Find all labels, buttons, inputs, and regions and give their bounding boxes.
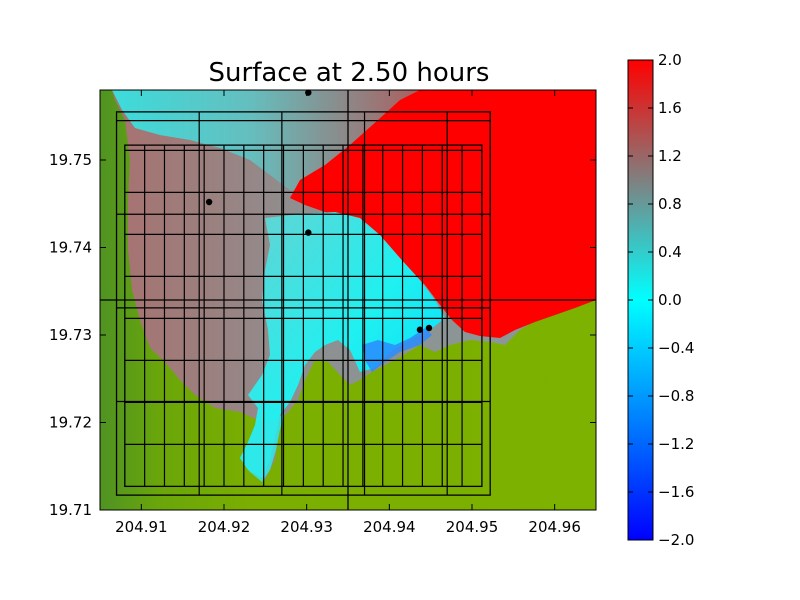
y-tick-label: 19.72: [49, 414, 92, 432]
colorbar-tick-label: 0.0: [658, 291, 682, 309]
gauge-point: [305, 229, 312, 236]
colorbar-tick-label: −0.4: [658, 339, 694, 357]
y-tick-label: 19.73: [49, 326, 92, 344]
y-tick-label: 19.74: [49, 239, 92, 257]
near-shore-region: [240, 212, 445, 478]
low-surface-pocket: [362, 328, 432, 372]
colorbar-ticks: 2.0 1.6 1.2 0.8 0.4 0.0 −0.4 −0.8 −1.2 −1.6 −2.0: [628, 51, 694, 549]
colorbar-tick-label: 2.0: [658, 51, 682, 69]
y-axis-ticks: 19.71 19.72 19.73 19.74 19.75: [49, 151, 596, 519]
gauge-point: [205, 198, 213, 206]
colorbar-tick-label: −1.2: [658, 435, 694, 453]
gauge-point: [416, 326, 424, 333]
colorbar-tick-label: −1.6: [658, 483, 694, 501]
x-tick-label: 204.91: [115, 518, 168, 536]
colorbar-tick-label: 0.8: [658, 195, 682, 213]
grid-patch-border: [115, 111, 491, 496]
colorbar-tick-label: 1.2: [658, 147, 682, 165]
colorbar-tick-label: 1.6: [658, 99, 682, 117]
x-tick-label: 204.92: [198, 518, 251, 536]
x-tick-label: 204.95: [446, 518, 499, 536]
x-tick-label: 204.94: [363, 518, 416, 536]
refinement-grid: [100, 90, 596, 510]
colorbar-tick-label: −0.8: [658, 387, 694, 405]
x-axis-ticks: 204.91 204.92 204.93 204.94 204.95 204.96: [115, 90, 581, 536]
gauge-point: [425, 324, 433, 332]
x-tick-label: 204.93: [280, 518, 333, 536]
x-tick-label: 204.96: [528, 518, 581, 536]
y-tick-label: 19.71: [49, 501, 92, 519]
y-tick-label: 19.75: [49, 151, 92, 169]
axes-frame: [99, 89, 597, 511]
chart-title: Surface at 2.50 hours: [209, 58, 490, 88]
colorbar-tick-label: 0.4: [658, 243, 682, 261]
colorbar-tick-label: −2.0: [658, 531, 694, 549]
colorbar: 2.0 1.6 1.2 0.8 0.4 0.0 −0.4 −0.8 −1.2 −1.6 −2.0: [627, 51, 694, 549]
south-inlet: [240, 412, 285, 482]
